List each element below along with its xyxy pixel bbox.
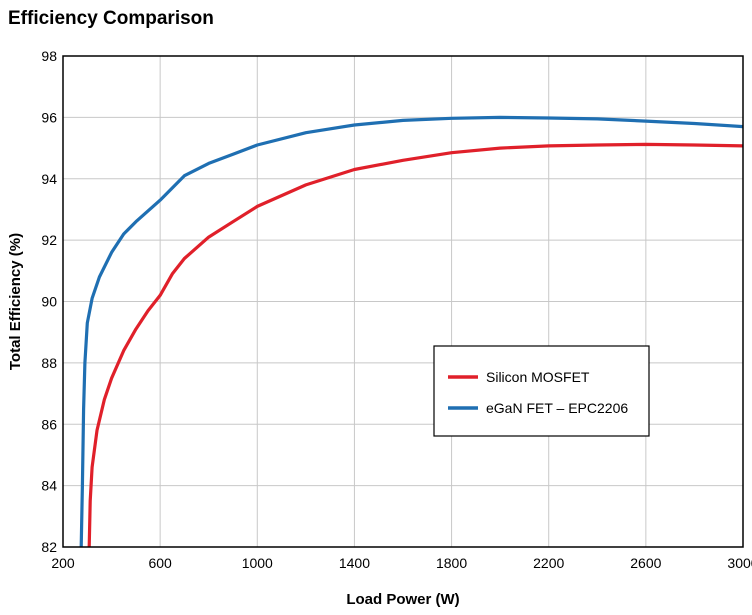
series-line-2 [79,115,744,548]
y-tick-label: 86 [41,416,57,432]
x-axis-title: Load Power (W) [346,591,459,608]
y-tick-label: 96 [41,109,57,125]
series-layer [79,115,744,548]
x-tick-label: 1400 [339,555,370,571]
y-tick-label: 92 [41,232,57,248]
x-tick-labels: 200 600 1000 1400 1800 2200 2600 3000 [51,555,752,571]
y-tick-label: 90 [41,294,57,310]
plot-frame [62,55,744,548]
grid [63,56,743,547]
chart-title: Efficiency Comparison [8,8,214,29]
y-tick-label: 88 [41,355,57,371]
x-tick-label: 1000 [242,555,273,571]
y-tick-label: 98 [41,48,57,64]
legend-label-2: eGaN FET – EPC2206 [486,400,628,416]
x-tick-label: 200 [51,555,75,571]
y-tick-label: 82 [41,539,57,555]
x-tick-label: 600 [148,555,172,571]
legend-box [433,345,650,437]
x-tick-label: 2200 [533,555,564,571]
legend: Silicon MOSFET eGaN FET – EPC2206 [433,345,650,437]
x-tick-label: 1800 [436,555,467,571]
y-axis-title: Total Efficiency (%) [7,233,24,370]
series-line-1 [87,142,744,548]
x-tick-label: 3000 [727,555,752,571]
y-tick-label: 84 [41,478,57,494]
y-tick-label: 94 [41,171,57,187]
y-tick-labels: 82 84 86 88 90 92 94 96 98 [41,48,57,555]
x-tick-label: 2600 [630,555,661,571]
legend-label-1: Silicon MOSFET [486,369,590,385]
